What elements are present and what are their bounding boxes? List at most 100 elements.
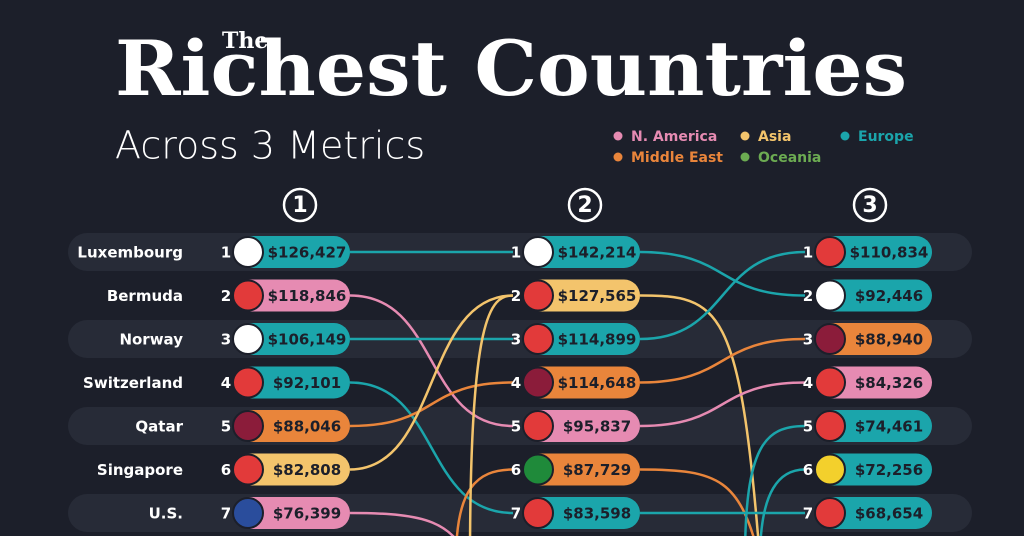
value: $84,326 — [855, 374, 923, 392]
value-pill — [525, 410, 640, 442]
title: Richest Countries — [115, 24, 907, 113]
rank: 2 — [511, 287, 521, 305]
value: $92,446 — [855, 287, 923, 305]
value: $110,834 — [850, 244, 929, 262]
flag — [814, 366, 846, 399]
flag — [814, 279, 846, 312]
legend-label: N. America — [631, 129, 717, 145]
value-pill — [235, 323, 350, 355]
value: $126,427 — [268, 244, 347, 262]
value: $74,461 — [855, 418, 923, 436]
value: $114,899 — [558, 331, 637, 349]
rank: 2 — [221, 287, 231, 305]
value: $142,214 — [558, 244, 637, 262]
value-pill — [817, 279, 932, 312]
flag — [522, 279, 554, 312]
rank: 5 — [803, 418, 813, 436]
flag — [232, 279, 264, 312]
flag — [814, 236, 846, 268]
row-label: Singapore — [97, 461, 183, 479]
value-pill — [525, 453, 640, 486]
value: $95,837 — [563, 418, 631, 436]
connector — [468, 294, 514, 536]
flag — [232, 323, 264, 355]
flag — [232, 236, 264, 268]
legend-label: Oceania — [758, 150, 821, 166]
connector — [349, 511, 455, 536]
legend-label: Asia — [758, 129, 791, 145]
flag — [522, 497, 554, 529]
column-heading: 2 — [577, 193, 592, 218]
row-label: Luxembourg — [77, 244, 183, 262]
flag — [232, 366, 264, 399]
row-label: Switzerland — [83, 374, 183, 392]
legend-dot — [840, 131, 850, 141]
row-label: Bermuda — [107, 287, 183, 305]
connector — [639, 250, 806, 297]
value-pill — [235, 236, 350, 268]
rank: 7 — [803, 505, 813, 523]
rank: 3 — [221, 331, 231, 349]
connector — [349, 294, 514, 428]
value: $76,399 — [273, 505, 341, 523]
column-heading-ring — [567, 187, 603, 223]
rank: 1 — [511, 244, 521, 262]
flag — [814, 453, 846, 486]
connector — [639, 337, 806, 384]
value-pill — [235, 366, 350, 399]
value: $114,648 — [558, 374, 637, 392]
value-pill — [817, 236, 932, 268]
value-pill — [235, 410, 350, 442]
value-pill — [817, 323, 932, 355]
value-pill — [817, 453, 932, 486]
rank: 5 — [511, 418, 521, 436]
legend-dot — [740, 131, 750, 141]
rank: 7 — [511, 505, 521, 523]
legend-dot — [613, 152, 623, 162]
rank: 1 — [221, 244, 231, 262]
legend-dot — [740, 152, 750, 162]
row-label: U.S. — [149, 505, 183, 523]
connector — [744, 424, 806, 536]
flag — [232, 497, 264, 529]
connector — [759, 468, 806, 536]
value: $127,565 — [558, 287, 637, 305]
flag — [522, 236, 554, 268]
flag — [522, 453, 554, 486]
rank: 4 — [511, 374, 521, 392]
flag — [232, 410, 264, 442]
rank: 4 — [803, 374, 813, 392]
column-heading: 3 — [862, 193, 877, 218]
subtitle: Across 3 Metrics — [115, 124, 425, 168]
value: $118,846 — [268, 287, 347, 305]
value-pill — [817, 497, 932, 529]
value-pill — [525, 236, 640, 268]
value: $88,046 — [273, 418, 341, 436]
rank: 5 — [221, 418, 231, 436]
value: $92,101 — [273, 374, 341, 392]
value-pill — [525, 323, 640, 355]
flag — [522, 410, 554, 442]
row-label: Qatar — [135, 418, 183, 436]
value-pill — [235, 497, 350, 529]
value-pill — [817, 366, 932, 399]
value: $72,256 — [855, 461, 923, 479]
flag — [814, 410, 846, 442]
value-pill — [235, 453, 350, 486]
rank: 6 — [803, 461, 813, 479]
value: $83,598 — [563, 505, 631, 523]
value-pill — [525, 366, 640, 399]
connector — [639, 250, 806, 341]
rank: 6 — [511, 461, 521, 479]
rank: 6 — [221, 461, 231, 479]
value: $68,654 — [855, 505, 923, 523]
flag — [522, 323, 554, 355]
value-pill — [525, 279, 640, 312]
rank: 3 — [511, 331, 521, 349]
value: $82,808 — [273, 461, 341, 479]
value-pill — [525, 497, 640, 529]
flag — [232, 453, 264, 486]
connector — [639, 381, 806, 428]
legend-dot — [613, 131, 623, 141]
flag — [814, 497, 846, 529]
